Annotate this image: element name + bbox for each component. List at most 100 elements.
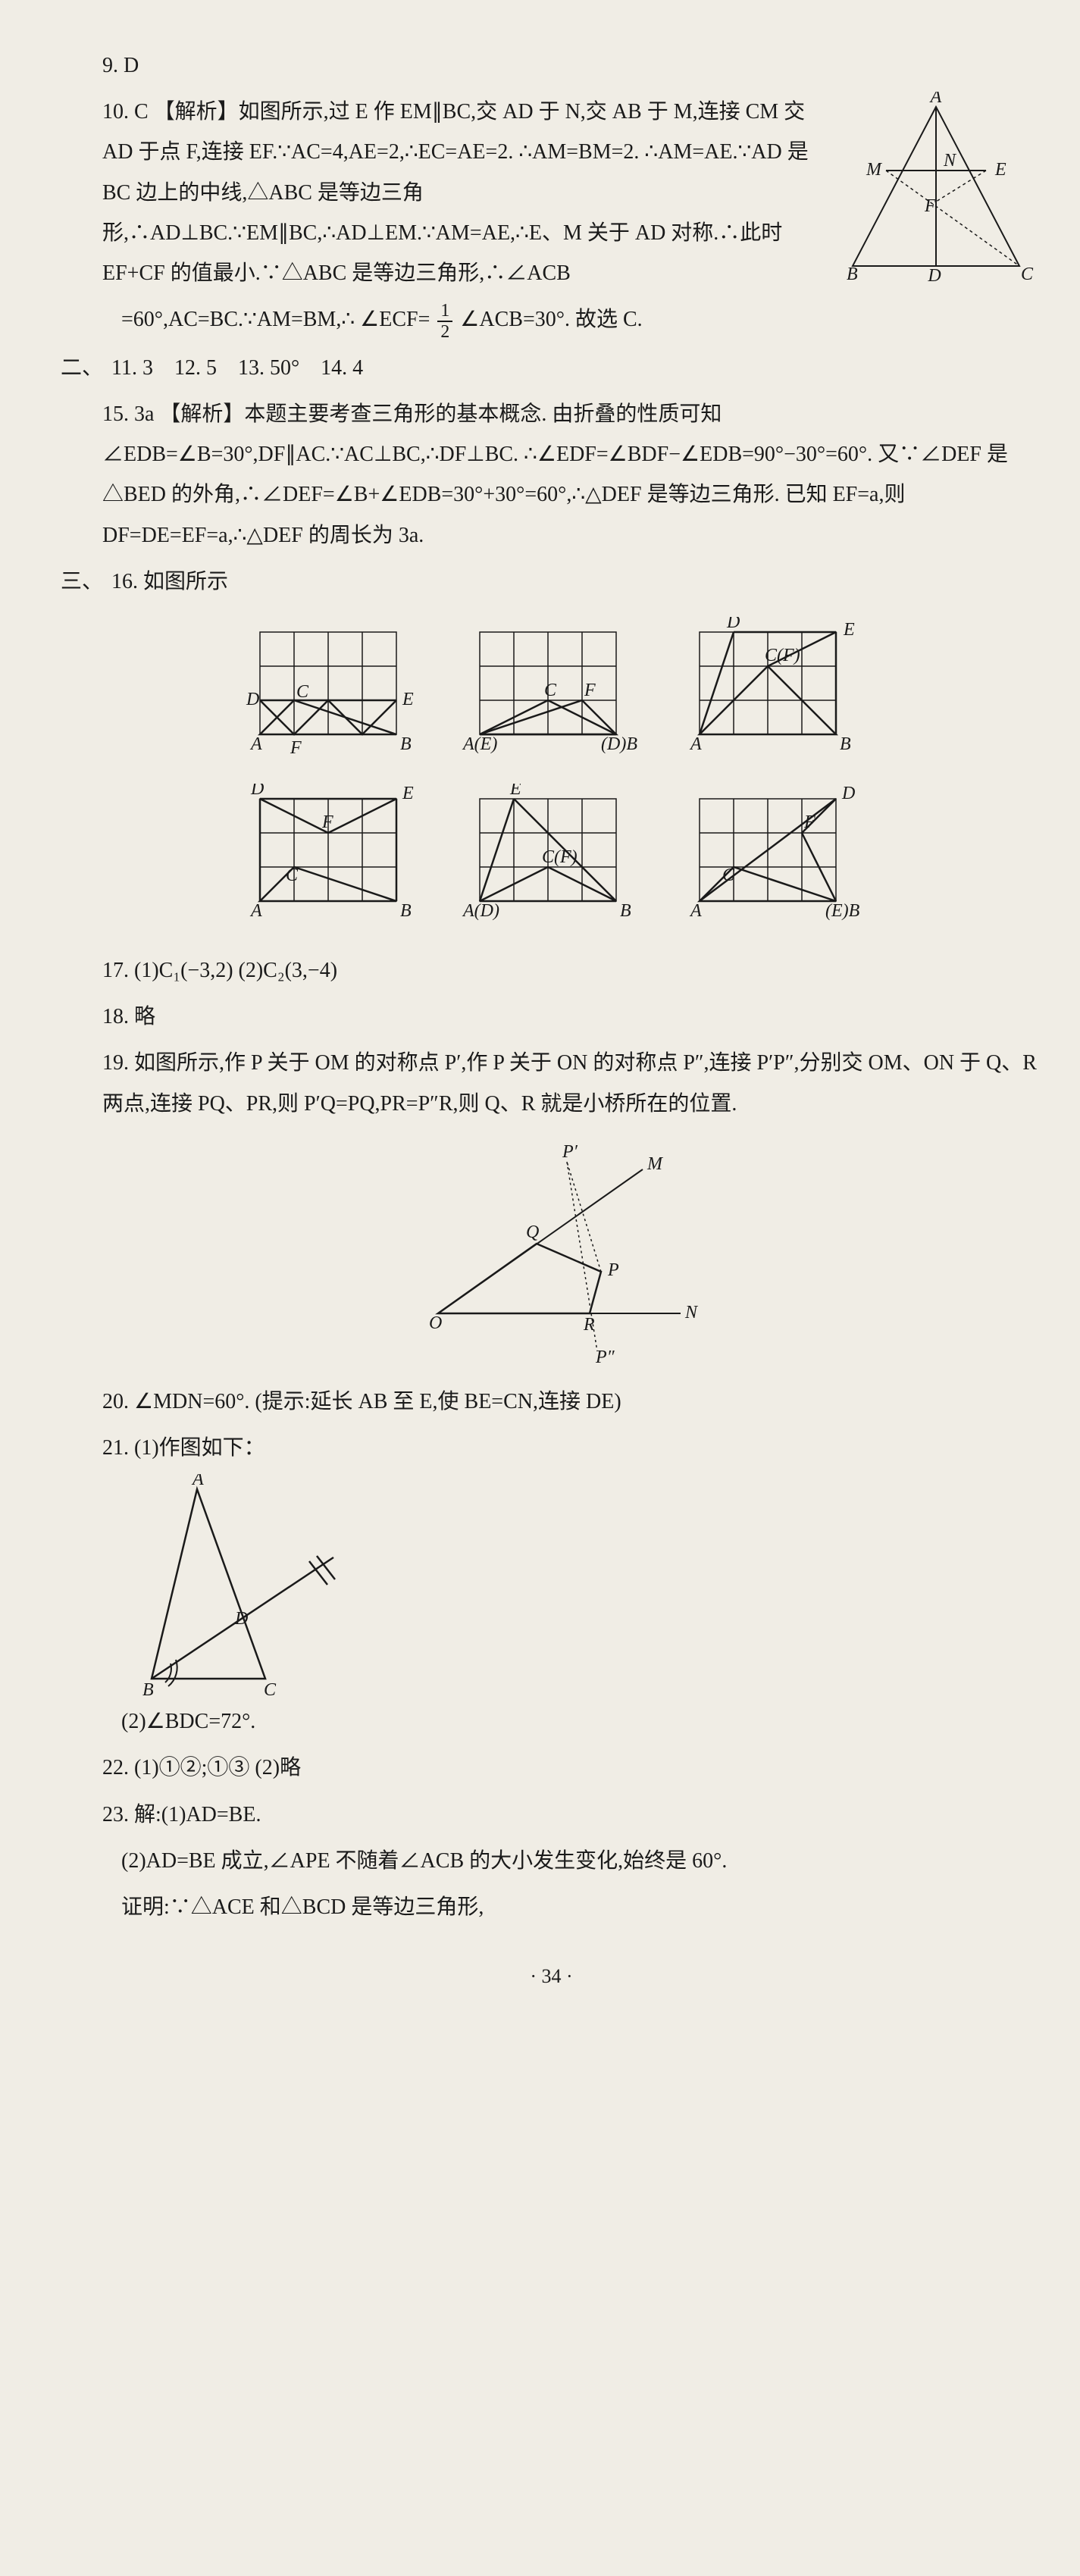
answer-10-body: 10. C 【解析】如图所示,过 E 作 EM∥BC,交 AD 于 N,交 AB… bbox=[61, 92, 830, 293]
answer-15: 15. 3a 【解析】本题主要考查三角形的基本概念. 由折叠的性质可知∠EDB=… bbox=[61, 394, 1042, 556]
g3-B: B bbox=[840, 734, 851, 754]
figure-19: O M N P P′ P″ Q R bbox=[61, 1139, 1042, 1366]
g1-F: F bbox=[290, 738, 302, 758]
g2-B: (D)B bbox=[601, 734, 637, 754]
answer-11: 11. 3 bbox=[111, 356, 153, 380]
answer-9-text: 9. D bbox=[61, 45, 1042, 86]
answer-10-line2a: =60°,AC=BC.∵AM=BM,∴ ∠ECF= bbox=[121, 308, 430, 331]
figure-10-svg: A B C D E M N F bbox=[830, 92, 1042, 289]
section-2: 二、 11. 3 12. 5 13. 50° 14. 4 bbox=[61, 348, 1042, 388]
figure-10: A B C D E M N F bbox=[830, 92, 1042, 293]
answer-17: 17. (1)C₁(−3,2) (2)C₂(3,−4) bbox=[61, 950, 1042, 991]
g5-A: A(D) bbox=[462, 901, 499, 921]
g1-A: A bbox=[249, 734, 262, 754]
answer-16-label: 16. 如图所示 bbox=[111, 570, 228, 593]
g1-D: D bbox=[246, 690, 259, 709]
g6-D: D bbox=[841, 784, 855, 803]
answer-21-text: 21. (1)作图如下： bbox=[61, 1428, 1042, 1468]
g4-C: C bbox=[286, 865, 299, 885]
answer-10-text: 10. C 【解析】如图所示,过 E 作 EM∥BC,交 AD 于 N,交 AB… bbox=[102, 100, 809, 285]
g3-E: E bbox=[843, 620, 855, 640]
g1-C: C bbox=[296, 682, 309, 702]
g5-C: C(F) bbox=[542, 847, 578, 867]
g2-C: C bbox=[544, 681, 557, 700]
answer-15-text: 15. 3a 【解析】本题主要考查三角形的基本概念. 由折叠的性质可知∠EDB=… bbox=[61, 394, 1042, 556]
f19-P: P bbox=[607, 1260, 619, 1280]
f21-B: B bbox=[142, 1680, 154, 1700]
g1-E: E bbox=[402, 690, 414, 709]
fig10-label-N: N bbox=[943, 151, 957, 171]
grid-figure-3: D E C(F) A B bbox=[677, 617, 866, 768]
fig10-label-M: M bbox=[866, 160, 883, 180]
answer-12: 12. 5 bbox=[174, 356, 217, 380]
g2-A: A(E) bbox=[462, 734, 497, 754]
answer-9: 9. D bbox=[61, 45, 1042, 86]
answer-18: 18. 略 bbox=[61, 997, 1042, 1037]
g4-F: F bbox=[321, 812, 333, 832]
g5-B: B bbox=[620, 901, 631, 921]
f19-R: R bbox=[583, 1315, 595, 1335]
fig10-label-D: D bbox=[927, 266, 941, 286]
answer-22-text: 22. (1)①②;①③ (2)略 bbox=[61, 1748, 1042, 1788]
g6-B: (E)B bbox=[825, 901, 860, 921]
grid-figure-4: D E F C A B bbox=[237, 784, 427, 935]
f21-D: D bbox=[234, 1609, 248, 1629]
answer-23-text: 23. 解:(1)AD=BE. bbox=[61, 1795, 1042, 1835]
frac-num: 1 bbox=[437, 301, 452, 322]
answer-21: 21. (1)作图如下： bbox=[61, 1428, 1042, 1468]
answer-23-p3-text: 证明:∵△ACE 和△BCD 是等边三角形, bbox=[61, 1887, 1042, 1927]
answer-10-line2: =60°,AC=BC.∵AM=BM,∴ ∠ECF= 1 2 ∠ACB=30°. … bbox=[61, 299, 1042, 342]
g4-B: B bbox=[400, 901, 412, 921]
g6-C: C bbox=[722, 865, 735, 885]
answer-10-line2b: ∠ACB=30°. 故选 C. bbox=[460, 308, 642, 331]
f21-C: C bbox=[264, 1680, 277, 1700]
f19-Pp: P′ bbox=[562, 1142, 578, 1162]
answer-17-text: 17. (1)C₁(−3,2) (2)C₂(3,−4) bbox=[61, 950, 1042, 991]
g4-D: D bbox=[250, 784, 264, 799]
figure-19-svg: O M N P P′ P″ Q R bbox=[393, 1139, 711, 1366]
answer-18-text: 18. 略 bbox=[61, 997, 1042, 1037]
f21-A: A bbox=[191, 1474, 204, 1489]
g4-A: A bbox=[249, 901, 262, 921]
g4-E: E bbox=[402, 784, 414, 803]
answer-21-p2: (2)∠BDC=72°. bbox=[61, 1701, 1042, 1742]
section-3-prefix: 三、 bbox=[61, 562, 106, 602]
fig10-label-B: B bbox=[847, 264, 858, 284]
g3-D: D bbox=[726, 617, 740, 632]
grid-figure-6: D F C A (E)B bbox=[677, 784, 866, 935]
g5-E: E bbox=[509, 784, 521, 799]
f19-N: N bbox=[684, 1303, 699, 1322]
frac-den: 2 bbox=[437, 322, 452, 342]
answer-10: 10. C 【解析】如图所示,过 E 作 EM∥BC,交 AD 于 N,交 AB… bbox=[61, 92, 1042, 293]
fig10-label-F: F bbox=[924, 196, 936, 216]
section-3: 三、 16. 如图所示 bbox=[61, 562, 1042, 602]
figure-16-row1: D C E A F B C F A(E) (D)B bbox=[61, 617, 1042, 768]
fig10-label-E: E bbox=[994, 160, 1006, 180]
f19-O: O bbox=[429, 1313, 442, 1333]
figure-16-row2: D E F C A B E C(F) A(D) B bbox=[61, 784, 1042, 935]
f19-Ppp: P″ bbox=[595, 1347, 615, 1366]
answer-23-p2-text: (2)AD=BE 成立,∠APE 不随着∠ACB 的大小发生变化,始终是 60°… bbox=[61, 1841, 1042, 1881]
figure-21-svg: A B C D bbox=[121, 1474, 364, 1701]
fraction-10: 1 2 bbox=[437, 301, 452, 342]
answer-21-p2-text: (2)∠BDC=72°. bbox=[61, 1701, 1042, 1742]
grid-figure-2: C F A(E) (D)B bbox=[457, 617, 646, 768]
answer-23-p2: (2)AD=BE 成立,∠APE 不随着∠ACB 的大小发生变化,始终是 60°… bbox=[61, 1841, 1042, 1881]
figure-21: A B C D bbox=[61, 1474, 1042, 1701]
page-number: · 34 · bbox=[61, 1958, 1042, 1995]
answer-20-text: 20. ∠MDN=60°. (提示:延长 AB 至 E,使 BE=CN,连接 D… bbox=[61, 1382, 1042, 1422]
answer-23: 23. 解:(1)AD=BE. bbox=[61, 1795, 1042, 1835]
g1-B: B bbox=[400, 734, 412, 754]
g2-F: F bbox=[584, 681, 596, 700]
g3-C: C(F) bbox=[765, 646, 800, 665]
answer-22: 22. (1)①②;①③ (2)略 bbox=[61, 1748, 1042, 1788]
answer-19-text: 19. 如图所示,作 P 关于 OM 的对称点 P′,作 P 关于 ON 的对称… bbox=[61, 1043, 1042, 1123]
f19-M: M bbox=[646, 1154, 664, 1174]
g6-F: F bbox=[803, 812, 815, 832]
g6-A: A bbox=[689, 901, 702, 921]
answer-14: 14. 4 bbox=[321, 356, 363, 380]
answer-13: 13. 50° bbox=[238, 356, 299, 380]
answer-20: 20. ∠MDN=60°. (提示:延长 AB 至 E,使 BE=CN,连接 D… bbox=[61, 1382, 1042, 1422]
grid-figure-5: E C(F) A(D) B bbox=[457, 784, 646, 935]
section-2-prefix: 二、 bbox=[61, 348, 106, 388]
